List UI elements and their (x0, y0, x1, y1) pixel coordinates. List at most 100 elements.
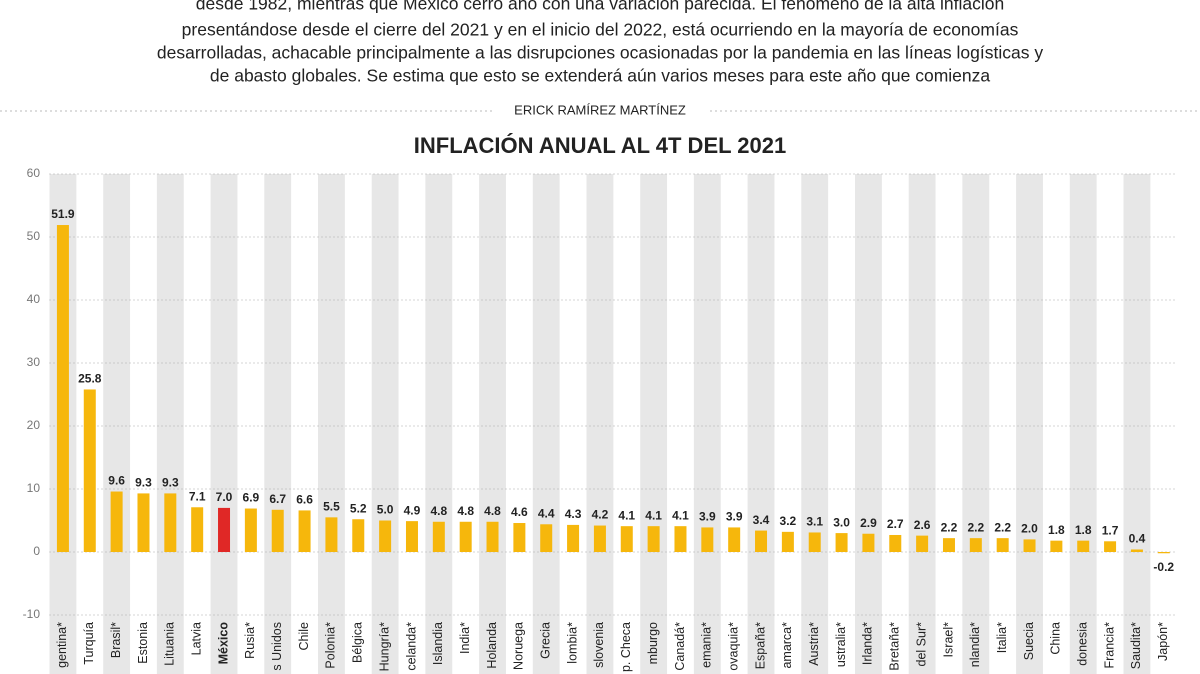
column-band (1016, 174, 1043, 674)
x-tick-label: Hungría* (377, 622, 391, 671)
bar (432, 521, 445, 552)
bar (1077, 540, 1090, 552)
bar (1157, 552, 1170, 554)
bar (379, 520, 392, 552)
column-band (371, 174, 399, 674)
y-tick-label: 20 (27, 418, 41, 432)
value-label: 5.0 (377, 503, 394, 517)
byline-bg (492, 102, 708, 120)
bar (567, 524, 580, 552)
x-tick-label: Italia* (995, 622, 1009, 653)
bar (835, 533, 848, 552)
value-label: 5.2 (350, 501, 367, 515)
value-label: 7.0 (216, 490, 233, 504)
bar (728, 527, 741, 552)
value-label: 3.4 (753, 513, 770, 527)
byline: ERICK RAMÍREZ MARTÍNEZ (514, 102, 686, 117)
value-label: 3.9 (726, 510, 743, 524)
bar (218, 507, 231, 552)
value-label: 9.3 (162, 476, 179, 490)
bar (83, 389, 96, 552)
x-tick-label: México (216, 622, 230, 665)
bar (191, 507, 204, 552)
x-tick-label: slovenia (592, 622, 606, 668)
x-tick-label: Latvia (189, 622, 203, 655)
x-tick-label: mburgo (646, 622, 660, 664)
x-tick-label: España* (753, 622, 767, 669)
value-label: 4.8 (430, 504, 447, 518)
x-tick-label: emania* (700, 622, 714, 668)
bar (352, 519, 365, 552)
value-label: 5.5 (323, 500, 340, 514)
y-tick-label: 10 (27, 481, 41, 495)
bar (540, 524, 553, 552)
column-band (103, 174, 131, 674)
value-label: 1.8 (1048, 523, 1065, 537)
column-band (264, 174, 292, 674)
x-tick-label: ovaquia* (726, 622, 740, 671)
column-band (693, 174, 721, 674)
value-label: 4.2 (592, 508, 609, 522)
bar (862, 533, 875, 552)
value-label: 4.1 (672, 508, 689, 522)
value-label: 7.1 (189, 489, 206, 503)
x-tick-label: Grecia (539, 622, 553, 659)
column-band (156, 174, 184, 674)
value-label: 2.0 (1021, 522, 1038, 536)
x-tick-label: Suecia (1022, 622, 1036, 660)
x-tick-label: Canadá* (673, 622, 687, 671)
bar (808, 532, 821, 552)
bar (916, 535, 929, 552)
x-tick-label: Francia* (1102, 622, 1116, 669)
bar (271, 509, 284, 552)
x-tick-label: amarca* (780, 622, 794, 669)
x-tick-label: Austria* (807, 622, 821, 666)
value-label: 4.8 (484, 504, 501, 518)
column-band (425, 174, 453, 674)
column-band (962, 174, 990, 674)
column-band (640, 174, 668, 674)
column-band (908, 174, 936, 674)
bar (486, 521, 499, 552)
x-tick-label: Rusia* (243, 622, 257, 659)
x-tick-label: s Unidos (270, 622, 284, 671)
bar (244, 508, 257, 552)
value-label: 3.9 (699, 510, 716, 524)
value-label: 2.2 (941, 520, 958, 534)
x-tick-label: Polonia* (324, 622, 338, 669)
y-tick-label: 40 (27, 292, 41, 306)
y-tick-label: 0 (33, 544, 40, 558)
x-tick-label: Bretaña* (888, 622, 902, 671)
value-label: 1.7 (1102, 523, 1119, 537)
x-tick-label: Irlanda* (861, 622, 875, 665)
x-tick-label: Turquía (82, 622, 96, 665)
value-label: 4.3 (565, 507, 582, 521)
bar (647, 526, 660, 552)
x-tick-label: celanda* (404, 622, 418, 671)
y-tick-label: -10 (23, 607, 41, 621)
x-tick-label: Japón* (1156, 622, 1170, 661)
x-tick-label: Estonia (136, 622, 150, 664)
x-tick-label: Lituania (163, 622, 177, 666)
value-label: 4.1 (645, 508, 662, 522)
value-label: 6.7 (269, 492, 286, 506)
bar (513, 523, 526, 552)
intro-line: desde 1982, mientras que México cerró añ… (196, 0, 1004, 14)
column-band (1123, 174, 1151, 674)
x-tick-label: del Sur* (914, 622, 928, 667)
column-band (479, 174, 506, 674)
bar (889, 534, 902, 552)
bar (1050, 540, 1063, 552)
bar (1130, 549, 1143, 552)
bar (405, 521, 418, 552)
x-tick-label: Saudita* (1129, 622, 1143, 669)
value-label: 2.7 (887, 517, 904, 531)
bar (325, 517, 338, 552)
bar (56, 225, 69, 552)
x-tick-label: India* (458, 622, 472, 654)
bar (701, 527, 714, 552)
x-tick-label: ustralia* (834, 622, 848, 667)
bar (459, 521, 472, 552)
value-label: 3.0 (833, 515, 850, 529)
